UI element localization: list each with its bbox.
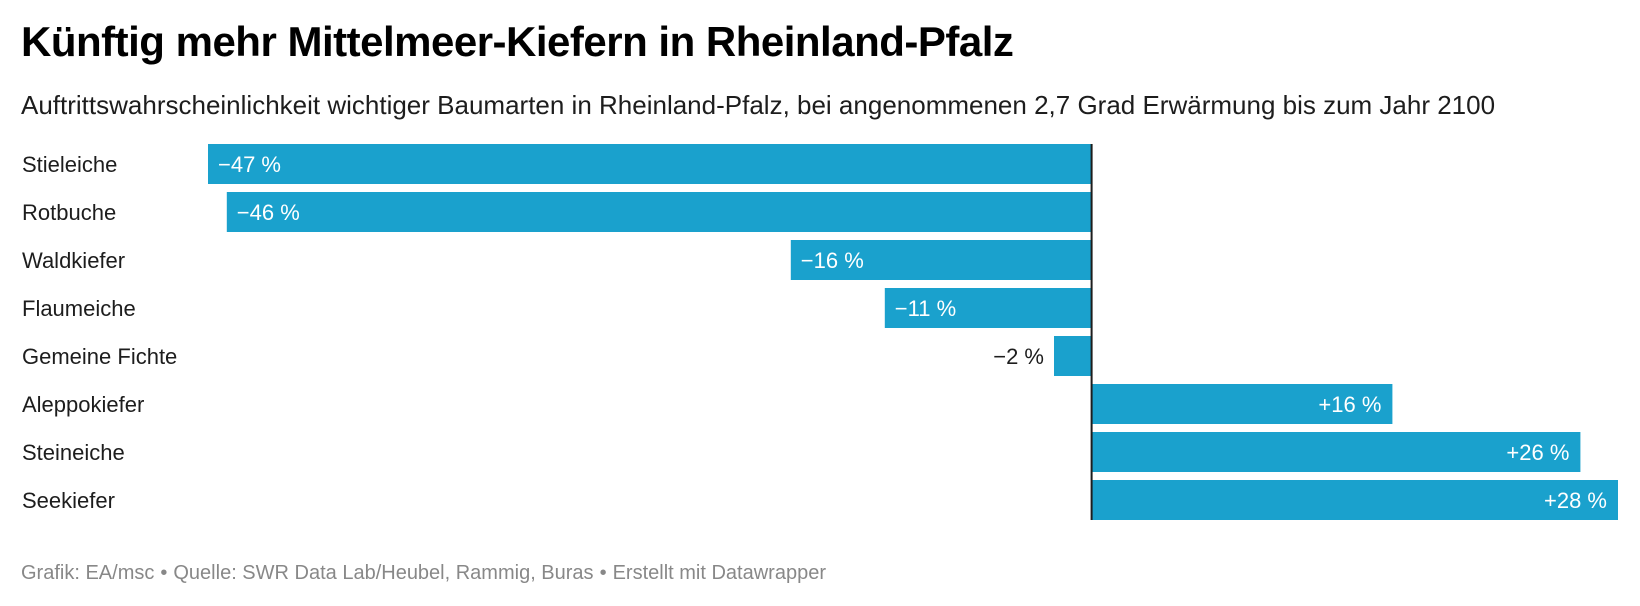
bar bbox=[1054, 336, 1092, 376]
category-label: Seekiefer bbox=[22, 488, 115, 513]
category-label: Aleppokiefer bbox=[22, 392, 144, 417]
footer-separator: • bbox=[160, 562, 168, 584]
value-label: −47 % bbox=[218, 152, 281, 177]
value-label: +16 % bbox=[1318, 392, 1381, 417]
bar bbox=[1091, 480, 1618, 520]
bar bbox=[790, 240, 1092, 280]
footer-separator: • bbox=[599, 562, 607, 584]
value-label: −11 % bbox=[895, 296, 956, 321]
footer-credit: Grafik: EA/msc bbox=[21, 562, 155, 584]
bar bbox=[208, 144, 1092, 184]
chart-title: Künftig mehr Mittelmeer-Kiefern in Rhein… bbox=[21, 18, 1014, 65]
value-label: −46 % bbox=[237, 200, 300, 225]
category-labels: Stieleiche Rotbuche Waldkiefer Flaumeiche Ge… bbox=[22, 152, 177, 513]
value-label: +28 % bbox=[1544, 488, 1607, 513]
category-label: Rotbuche bbox=[22, 200, 116, 225]
category-label: Steineiche bbox=[22, 440, 125, 465]
bar bbox=[226, 192, 1092, 232]
bar bbox=[1091, 384, 1393, 424]
footer: Grafik: EA/msc • Quelle: SWR Data Lab/Heub… bbox=[21, 562, 826, 585]
value-label: −16 % bbox=[801, 248, 864, 273]
value-label: +26 % bbox=[1506, 440, 1569, 465]
value-labels: −47 % −46 % −16 % −11 % −2 % +16 % +26 % +28 % bbox=[218, 152, 1607, 513]
value-label: −2 % bbox=[993, 344, 1044, 369]
bar bbox=[884, 288, 1092, 328]
bars bbox=[208, 144, 1618, 520]
chart-subtitle: Auftrittswahrscheinlichkeit wichtiger Ba… bbox=[21, 90, 1496, 120]
category-label: Stieleiche bbox=[22, 152, 117, 177]
footer-source: Quelle: SWR Data Lab/Heubel, Rammig, Bur… bbox=[173, 562, 594, 584]
category-label: Waldkiefer bbox=[22, 248, 125, 273]
footer-tool-link[interactable]: Erstellt mit Datawrapper bbox=[612, 562, 826, 584]
category-label: Gemeine Fichte bbox=[22, 344, 177, 369]
category-label: Flaumeiche bbox=[22, 296, 136, 321]
bar bbox=[1091, 432, 1581, 472]
